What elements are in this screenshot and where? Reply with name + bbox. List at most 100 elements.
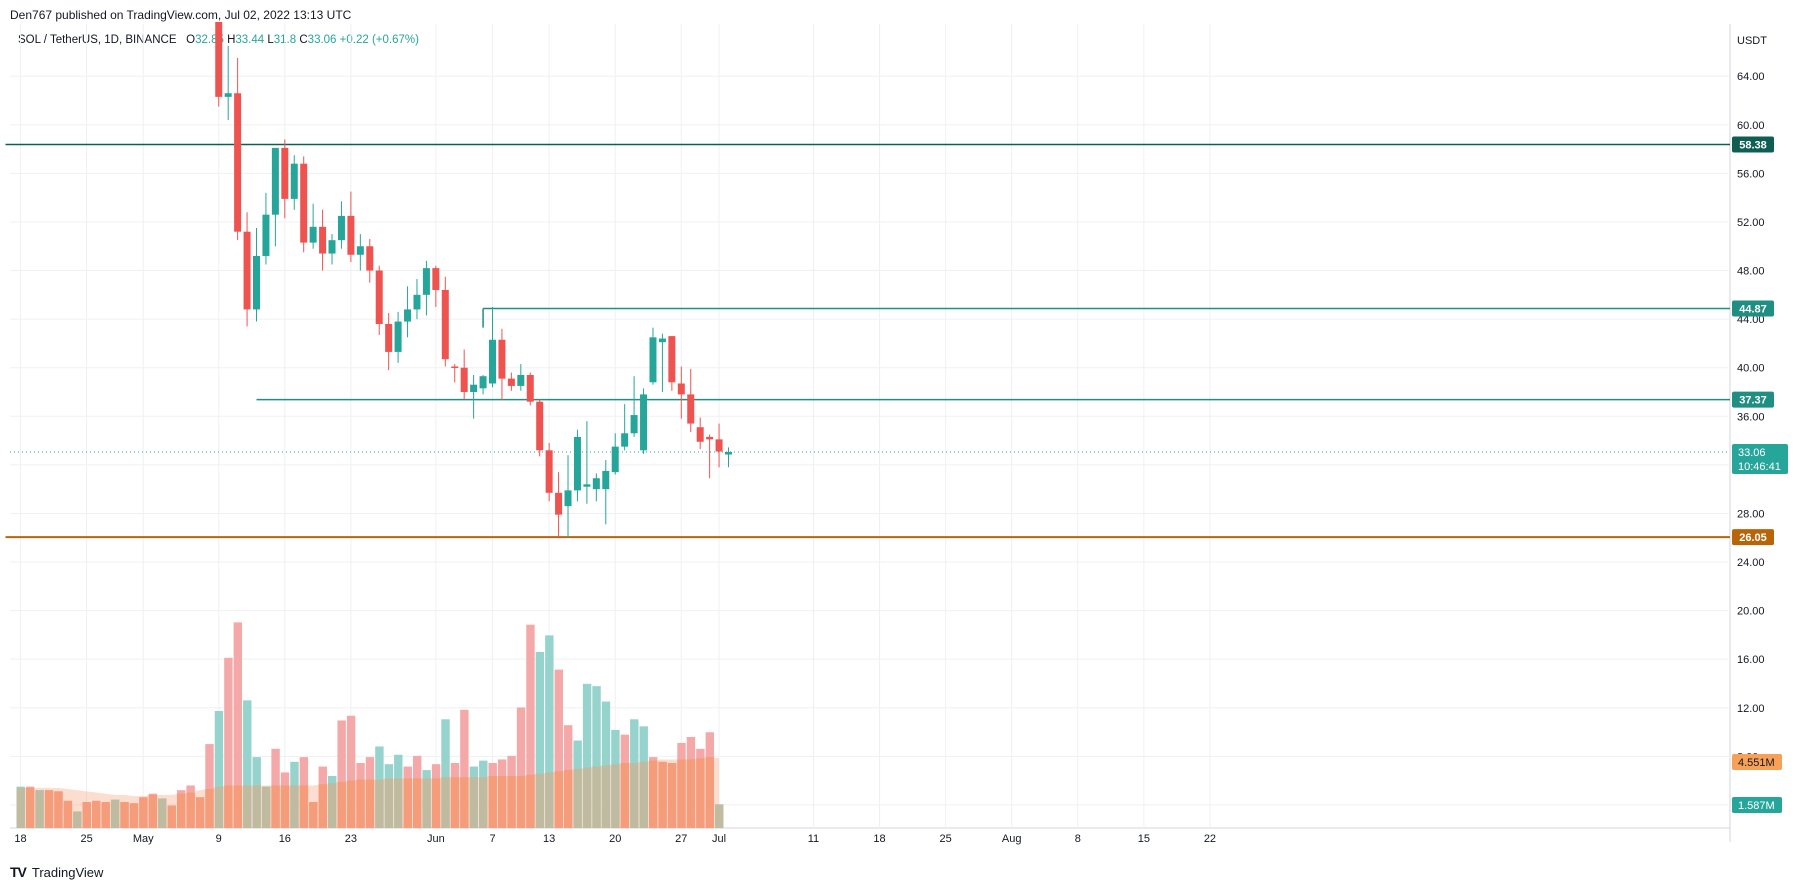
- level-price-label: 58.38: [1739, 139, 1767, 151]
- candle-body: [404, 309, 412, 322]
- volume-bar-ma-overlap: [290, 785, 299, 828]
- candle-body: [630, 415, 638, 434]
- last-price-label: 33.06: [1738, 447, 1766, 459]
- candle-body: [658, 338, 666, 343]
- volume-bar-ma-overlap: [120, 802, 129, 828]
- volume-bar-ma-overlap: [441, 777, 450, 828]
- candle-body: [470, 384, 478, 392]
- volume-bar-ma-overlap: [422, 778, 431, 828]
- price-tick-label: 28.00: [1737, 508, 1765, 520]
- high-label: H: [227, 34, 236, 46]
- candle-body: [432, 268, 440, 290]
- candle-body: [489, 339, 496, 384]
- time-tick-label: 15: [1138, 833, 1150, 845]
- candle-body: [677, 383, 685, 395]
- volume-bar-ma-overlap: [564, 770, 573, 828]
- tradingview-brand: TradingView: [31, 864, 104, 880]
- volume-bar: [554, 669, 563, 828]
- volume-bar-ma-overlap: [677, 759, 686, 828]
- candle-body: [413, 294, 421, 310]
- candle-body: [536, 401, 544, 451]
- volume-bar-ma-overlap: [176, 793, 186, 828]
- candle-body: [498, 339, 506, 379]
- candle-body: [300, 163, 308, 243]
- volume-bar-ma-overlap: [224, 785, 233, 828]
- volume-bar: [346, 715, 356, 828]
- volume-bar-ma-overlap: [507, 776, 516, 828]
- time-tick-label: May: [133, 833, 154, 845]
- candle-body: [319, 226, 327, 254]
- volume-last-label: 1.587M: [1738, 800, 1775, 812]
- price-tick-label: 16.00: [1737, 654, 1765, 666]
- currency-label: USDT: [1737, 35, 1767, 47]
- time-tick-label: 25: [80, 833, 92, 845]
- candle-body: [668, 336, 676, 383]
- volume-bar-ma-overlap: [460, 777, 469, 828]
- candle-body: [696, 427, 704, 442]
- volume-bar-ma-overlap: [337, 781, 346, 828]
- candle-body: [422, 268, 430, 295]
- volume-bar-ma-overlap: [696, 758, 705, 828]
- time-tick-label: 9: [216, 833, 222, 845]
- volume-bar-ma-overlap: [214, 786, 224, 828]
- volume-bar-ma-overlap: [431, 778, 441, 828]
- candle-body: [243, 231, 251, 310]
- time-tick-label: 18: [14, 833, 26, 845]
- volume-bar-ma-overlap: [139, 797, 148, 828]
- volume-bar: [214, 711, 224, 828]
- candle-body: [555, 492, 563, 515]
- candle-body: [262, 214, 270, 256]
- change-value: +0.22 (+0.67%): [339, 34, 419, 46]
- level-price-label: 37.37: [1739, 395, 1767, 407]
- volume-bar-ma-overlap: [205, 789, 214, 828]
- time-tick-label: 22: [1204, 833, 1216, 845]
- candle-body: [224, 93, 232, 97]
- volume-bar-ma-overlap: [328, 783, 337, 828]
- close-value: 33.06: [307, 34, 337, 46]
- time-tick-label: 23: [345, 833, 357, 845]
- volume-bar-ma-overlap: [110, 799, 120, 828]
- time-tick-label: Jun: [427, 833, 445, 845]
- volume-bar-ma-overlap: [715, 804, 724, 828]
- time-tick-label: 27: [675, 833, 687, 845]
- volume-bar-ma-overlap: [25, 787, 35, 828]
- candle-body: [545, 450, 553, 493]
- volume-bar-ma-overlap: [186, 792, 195, 828]
- time-tick-label: 16: [279, 833, 291, 845]
- candle-body: [356, 246, 364, 255]
- candle-body: [337, 215, 345, 241]
- volume-last-tag: [1732, 797, 1782, 813]
- volume-bar-ma-overlap: [92, 800, 101, 828]
- tradingview-footer[interactable]: TV TradingView: [10, 864, 103, 880]
- symbol-name[interactable]: SOL / TetherUS, 1D, BINANCE: [18, 34, 177, 46]
- volume-bar: [601, 701, 611, 828]
- publisher-caption: Den767 published on TradingView.com, Jul…: [10, 8, 352, 22]
- volume-bar-ma-overlap: [101, 802, 110, 828]
- volume-bar-ma-overlap: [35, 790, 44, 828]
- volume-bar-ma-overlap: [686, 759, 696, 828]
- level-price-label: 26.05: [1739, 532, 1767, 544]
- price-tick-label: 60.00: [1737, 120, 1765, 132]
- volume-bar-ma-overlap: [497, 776, 507, 828]
- volume-bar-ma-overlap: [488, 776, 497, 828]
- candle-body: [621, 433, 629, 447]
- volume-bar-ma-overlap: [356, 779, 365, 828]
- volume-bar-ma-overlap: [346, 780, 356, 828]
- volume-bar-ma-overlap: [233, 785, 243, 828]
- volume-bar-ma-overlap: [526, 774, 535, 828]
- volume-bar-ma-overlap: [195, 797, 205, 828]
- level-price-tag: [1732, 300, 1774, 317]
- volume-bar-ma-overlap: [73, 811, 82, 828]
- candle-body: [715, 439, 723, 452]
- volume-bar: [592, 686, 601, 828]
- price-tick-label: 24.00: [1737, 557, 1765, 569]
- candle-body: [460, 367, 468, 392]
- volume-bar: [224, 657, 233, 828]
- candle-body: [309, 226, 317, 243]
- price-tick-label: 64.00: [1737, 71, 1765, 83]
- volume-bar-ma-overlap: [16, 787, 25, 828]
- tradingview-logo-icon: TV: [10, 864, 27, 880]
- volume-bar-ma-overlap: [479, 777, 488, 828]
- volume-bar: [460, 709, 469, 828]
